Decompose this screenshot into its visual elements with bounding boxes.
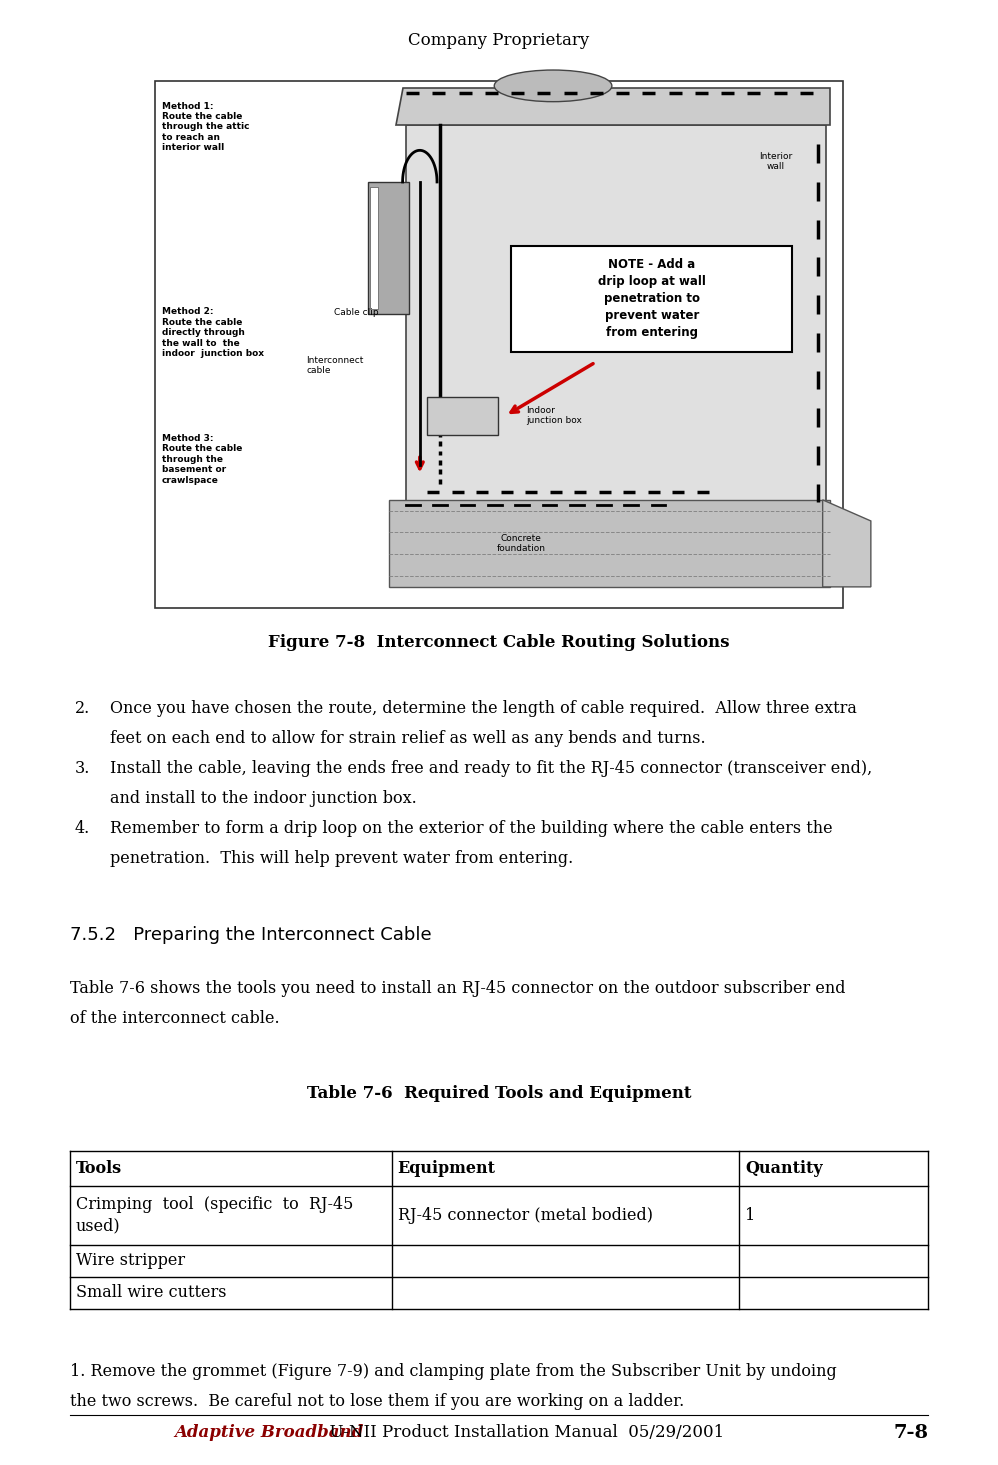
Text: 7.5.2   Preparing the Interconnect Cable: 7.5.2 Preparing the Interconnect Cable [70, 926, 431, 943]
Bar [389, 500, 829, 587]
Bar [370, 188, 378, 309]
Text: Interior
wall: Interior wall [759, 152, 792, 171]
Text: Equipment: Equipment [397, 1160, 496, 1176]
Text: the two screws.  Be careful not to lose them if you are working on a ladder.: the two screws. Be careful not to lose t… [70, 1393, 684, 1411]
Text: Small wire cutters: Small wire cutters [76, 1285, 227, 1301]
Text: RJ-45 connector (metal bodied): RJ-45 connector (metal bodied) [397, 1207, 653, 1223]
Text: Method 1:
Route the cable
through the attic
to reach an
interior wall: Method 1: Route the cable through the at… [162, 101, 250, 152]
Text: 3.: 3. [75, 760, 90, 778]
Text: feet on each end to allow for strain relief as well as any bends and turns.: feet on each end to allow for strain rel… [110, 731, 706, 747]
Text: Method 2:
Route the cable
directly through
the wall to  the
indoor  junction box: Method 2: Route the cable directly throu… [162, 308, 263, 357]
Text: Table 7-6  Required Tools and Equipment: Table 7-6 Required Tools and Equipment [306, 1084, 692, 1102]
Text: Crimping  tool  (specific  to  RJ-45
used): Crimping tool (specific to RJ-45 used) [76, 1195, 353, 1235]
Text: Company Proprietary: Company Proprietary [408, 32, 590, 50]
Text: Interconnect
cable: Interconnect cable [306, 356, 363, 375]
Text: Cable clip: Cable clip [333, 308, 378, 316]
Text: NOTE - Add a
drip loop at wall
penetration to
prevent water
from entering: NOTE - Add a drip loop at wall penetrati… [598, 258, 706, 340]
Text: Tools: Tools [76, 1160, 122, 1176]
Text: of the interconnect cable.: of the interconnect cable. [70, 1009, 279, 1027]
Text: Remember to form a drip loop on the exterior of the building where the cable ent: Remember to form a drip loop on the exte… [110, 820, 832, 838]
Text: 4.: 4. [75, 820, 90, 838]
Text: 1: 1 [746, 1207, 755, 1223]
Bar [155, 81, 843, 608]
Polygon shape [395, 88, 829, 126]
Text: U-NII Product Installation Manual  05/29/2001: U-NII Product Installation Manual 05/29/… [319, 1424, 725, 1442]
Text: Once you have chosen the route, determine the length of cable required.  Allow t: Once you have chosen the route, determin… [110, 700, 856, 718]
Text: Install the cable, leaving the ends free and ready to fit the RJ-45 connector (t: Install the cable, leaving the ends free… [110, 760, 872, 778]
Bar [427, 397, 498, 435]
Polygon shape [822, 500, 871, 587]
Text: penetration.  This will help prevent water from entering.: penetration. This will help prevent wate… [110, 851, 573, 867]
Text: Wire stripper: Wire stripper [76, 1253, 185, 1269]
Text: Table 7-6 shows the tools you need to install an RJ-45 connector on the outdoor : Table 7-6 shows the tools you need to in… [70, 980, 845, 996]
Text: Figure 7-8  Interconnect Cable Routing Solutions: Figure 7-8 Interconnect Cable Routing So… [268, 634, 730, 652]
Ellipse shape [494, 70, 612, 101]
Text: 1. Remove the grommet (Figure 7-9) and clamping plate from the Subscriber Unit b: 1. Remove the grommet (Figure 7-9) and c… [70, 1362, 836, 1380]
Bar [511, 246, 792, 352]
Text: Concrete
foundation: Concrete foundation [497, 533, 546, 554]
Text: Adaptive Broadband: Adaptive Broadband [175, 1424, 364, 1442]
Text: Indoor
junction box: Indoor junction box [526, 406, 582, 425]
Text: Quantity: Quantity [746, 1160, 823, 1176]
Text: Method 3:
Route the cable
through the
basement or
crawlspace: Method 3: Route the cable through the ba… [162, 434, 242, 485]
Text: 2.: 2. [75, 700, 90, 718]
Text: and install to the indoor junction box.: and install to the indoor junction box. [110, 791, 416, 807]
Bar [406, 126, 826, 502]
Bar [368, 182, 409, 314]
Text: 7-8: 7-8 [893, 1424, 928, 1442]
